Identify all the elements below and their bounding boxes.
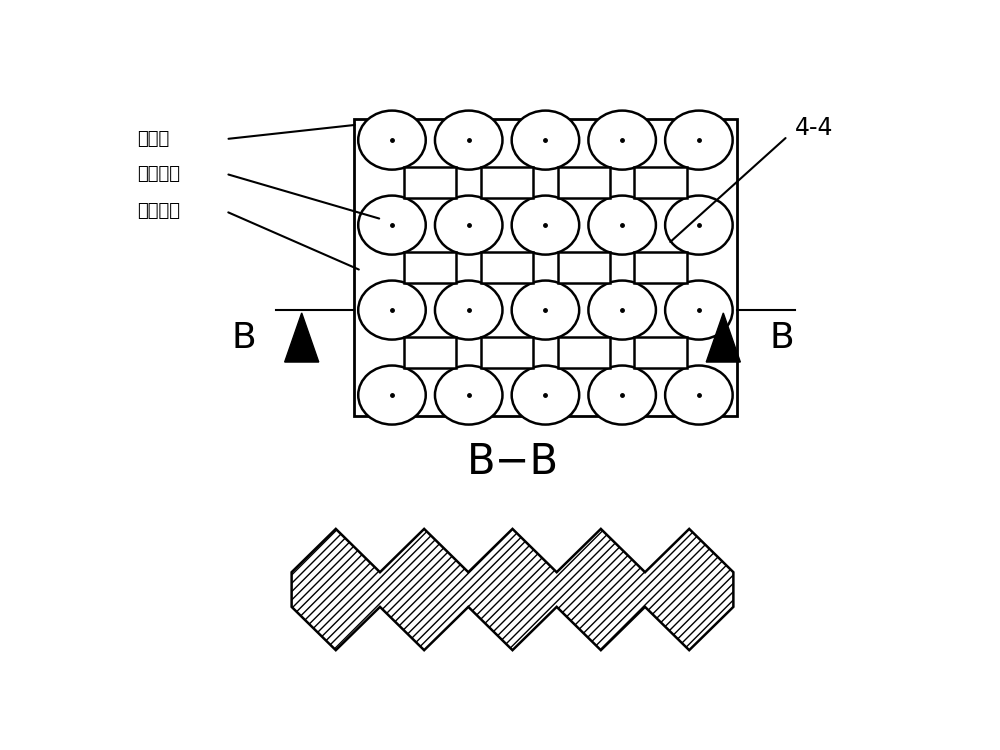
Ellipse shape [435, 196, 502, 254]
Ellipse shape [358, 110, 426, 170]
Ellipse shape [665, 365, 733, 424]
Bar [404, 252, 456, 283]
Ellipse shape [588, 110, 656, 170]
Bar [481, 252, 533, 283]
Ellipse shape [435, 365, 502, 424]
Bar [558, 338, 610, 368]
Text: 4-4: 4-4 [795, 116, 834, 140]
Bar [634, 252, 687, 283]
Bar [634, 167, 687, 198]
Ellipse shape [512, 280, 579, 340]
Ellipse shape [665, 280, 733, 340]
Bar [481, 167, 533, 198]
Ellipse shape [588, 196, 656, 254]
Ellipse shape [435, 280, 502, 340]
Ellipse shape [512, 196, 579, 254]
Ellipse shape [512, 110, 579, 170]
Ellipse shape [512, 365, 579, 424]
Bar [481, 338, 533, 368]
Text: B: B [769, 320, 794, 355]
Bar [558, 167, 610, 198]
Bar [558, 252, 610, 283]
Bar [634, 338, 687, 368]
Bar [404, 338, 456, 368]
Polygon shape [292, 529, 733, 650]
Ellipse shape [358, 280, 426, 340]
Bar [404, 167, 456, 198]
Bar [354, 118, 737, 416]
Ellipse shape [665, 110, 733, 170]
Text: B: B [231, 320, 256, 355]
Polygon shape [285, 313, 319, 362]
Ellipse shape [665, 196, 733, 254]
Ellipse shape [435, 110, 502, 170]
Text: 金属网孔: 金属网孔 [137, 202, 180, 220]
Ellipse shape [358, 365, 426, 424]
Ellipse shape [588, 280, 656, 340]
Text: 金属网钉: 金属网钉 [137, 165, 180, 183]
Polygon shape [706, 313, 740, 362]
Ellipse shape [588, 365, 656, 424]
Text: 金属网: 金属网 [137, 130, 169, 148]
Ellipse shape [358, 196, 426, 254]
Text: B−B: B−B [466, 442, 559, 484]
